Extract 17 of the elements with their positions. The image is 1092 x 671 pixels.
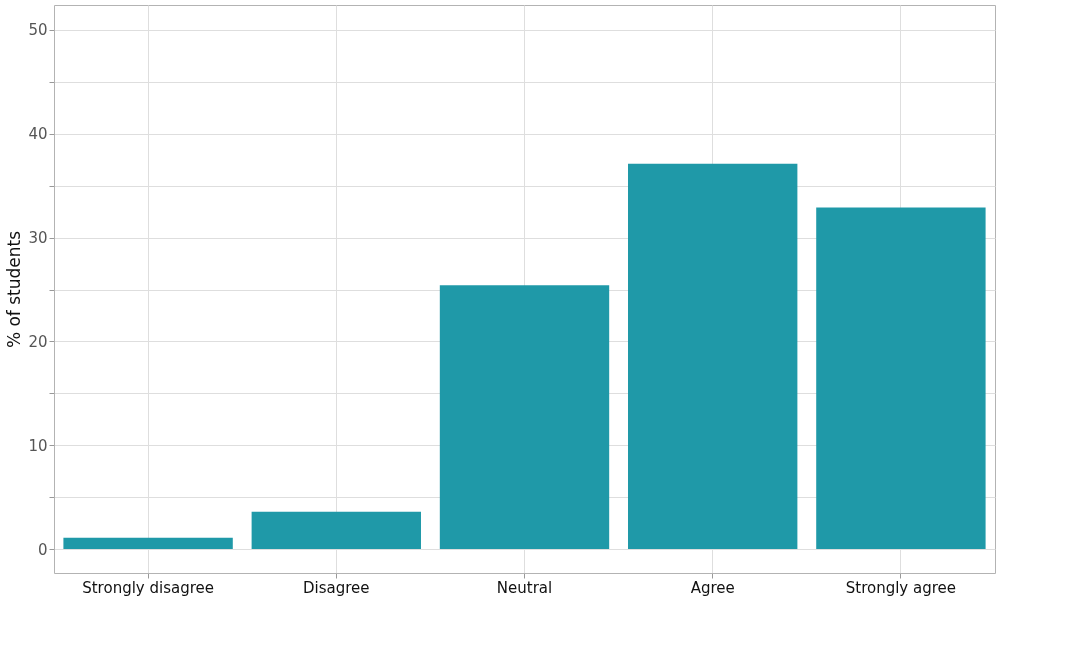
y-tick-label: 0 [37,540,48,559]
x-tick-label: Strongly disagree [82,578,214,597]
y-tick-label: 20 [28,332,48,351]
y-tick-label: 10 [28,436,48,455]
y-axis-title: % of students [4,230,25,349]
x-tick-label: Strongly agree [845,578,957,597]
bar [439,285,610,550]
y-tick-label: 40 [28,125,48,144]
x-tick-label: Disagree [303,578,370,597]
bar [628,163,798,550]
x-tick-label: Agree [690,578,735,597]
y-tick-label: 30 [28,229,48,248]
bar [251,511,421,550]
y-tick-label: 50 [28,21,48,40]
x-tick-label: Neutral [496,578,553,597]
bar [816,207,986,550]
bar [63,537,233,550]
